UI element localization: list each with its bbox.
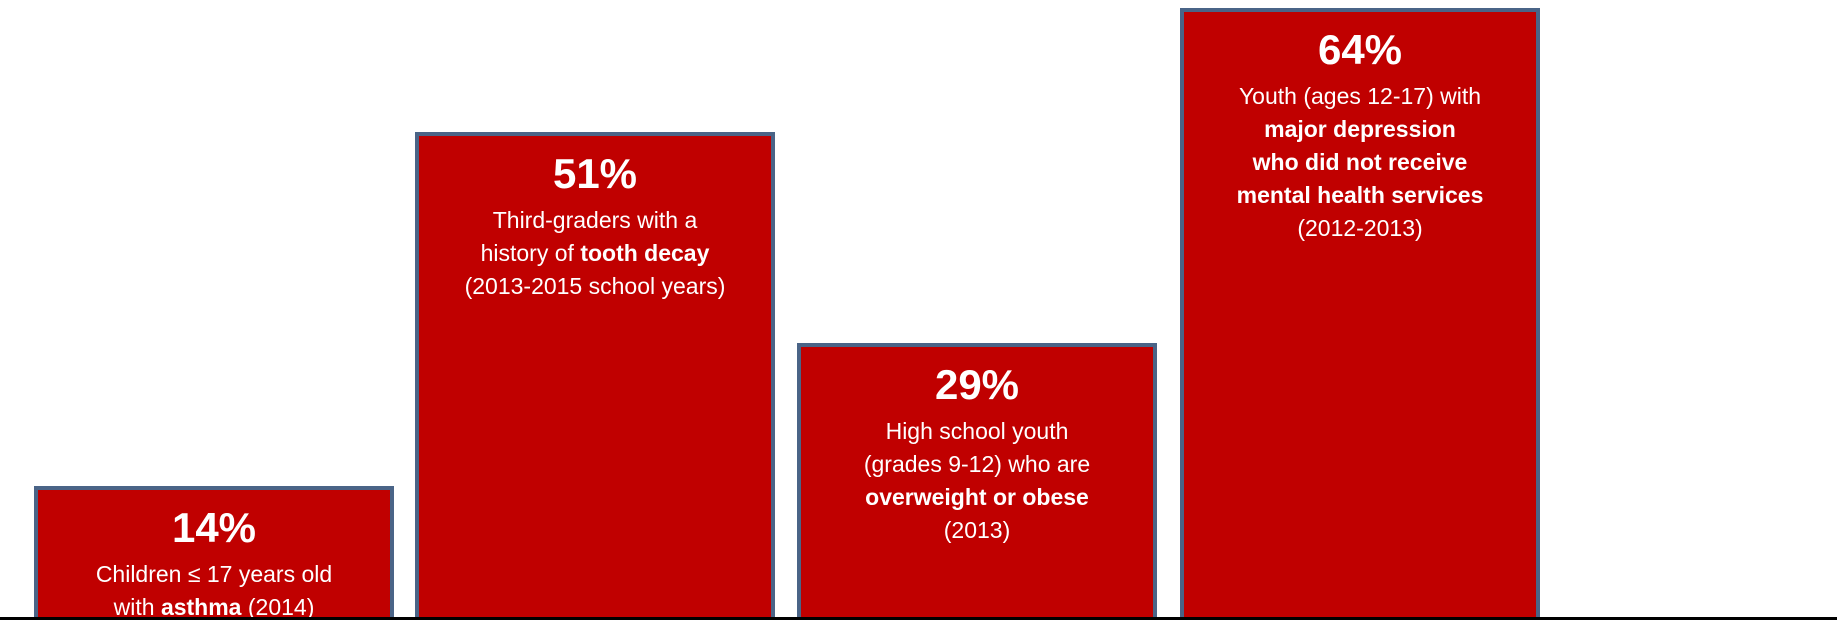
bar-value-label: 51% bbox=[552, 150, 638, 197]
bar-description-line: (2013-2015 school years) bbox=[425, 270, 765, 303]
bar-description: High school youth (grades 9-12) who are ov… bbox=[807, 415, 1147, 547]
bar-description-line: Children ≤ 17 years old bbox=[44, 558, 384, 591]
bar-label-block: 51% Third-graders with a history of tooth … bbox=[419, 150, 771, 303]
baseline-axis bbox=[0, 617, 1837, 620]
bar-description-text: High school youth bbox=[885, 418, 1069, 444]
bar-description-highlight: tooth decay bbox=[580, 240, 710, 266]
bar-description-line: history of tooth decay bbox=[425, 237, 765, 270]
bar-description-highlight: who did not receive bbox=[1252, 149, 1468, 175]
bar-description-highlight: mental health services bbox=[1236, 182, 1484, 208]
bar-1: 14% Children ≤ 17 years old with asthma (2… bbox=[34, 486, 394, 620]
bar-value-label: 14% bbox=[171, 504, 257, 551]
bar-description-text: with bbox=[113, 594, 161, 620]
bar-description-text: Children ≤ 17 years old bbox=[95, 561, 333, 587]
bar-description: Children ≤ 17 years old with asthma (2014… bbox=[44, 558, 384, 624]
bar-2: 51% Third-graders with a history of tooth … bbox=[415, 132, 775, 620]
bar-description-text: history of bbox=[480, 240, 581, 266]
bar-description-line: with asthma (2014) bbox=[44, 591, 384, 624]
bar-4: 64% Youth (ages 12-17) with major depressi… bbox=[1180, 8, 1540, 620]
bar-description-text: (grades 9-12) who are bbox=[863, 451, 1091, 477]
bar-description-line: (2012-2013) bbox=[1190, 212, 1530, 245]
bar-description: Youth (ages 12-17) with major depression w… bbox=[1190, 80, 1530, 245]
bar-description-line: overweight or obese bbox=[807, 481, 1147, 514]
bar-3: 29% High school youth (grades 9-12) who ar… bbox=[797, 343, 1157, 620]
bar-description-line: major depression bbox=[1190, 113, 1530, 146]
bar-description-text: (2012-2013) bbox=[1297, 215, 1423, 241]
bar-label-block: 14% Children ≤ 17 years old with asthma (2… bbox=[38, 504, 390, 624]
bar-description-highlight: overweight or obese bbox=[865, 484, 1089, 510]
bar-description-text: (2014) bbox=[241, 594, 315, 620]
bar-description-text: Youth (ages 12-17) with bbox=[1238, 83, 1482, 109]
bar-label-block: 29% High school youth (grades 9-12) who ar… bbox=[801, 361, 1153, 547]
bar-description-highlight: asthma bbox=[160, 594, 242, 620]
bar-description-line: Third-graders with a bbox=[425, 204, 765, 237]
bar-description-text: (2013) bbox=[943, 517, 1011, 543]
bar-description: Third-graders with a history of tooth dec… bbox=[425, 204, 765, 303]
bar-value-label: 64% bbox=[1317, 26, 1403, 73]
bar-description-line: (2013) bbox=[807, 514, 1147, 547]
bar-description-text: (2013-2015 school years) bbox=[464, 273, 726, 299]
bar-description-line: (grades 9-12) who are bbox=[807, 448, 1147, 481]
bar-description-line: who did not receive bbox=[1190, 146, 1530, 179]
bar-description-highlight: major depression bbox=[1264, 116, 1456, 142]
bar-description-text: Third-graders with a bbox=[492, 207, 698, 233]
bar-description-line: mental health services bbox=[1190, 179, 1530, 212]
bar-description-line: Youth (ages 12-17) with bbox=[1190, 80, 1530, 113]
bar-label-block: 64% Youth (ages 12-17) with major depressi… bbox=[1184, 26, 1536, 245]
bar-value-label: 29% bbox=[934, 361, 1020, 408]
bar-description-line: High school youth bbox=[807, 415, 1147, 448]
